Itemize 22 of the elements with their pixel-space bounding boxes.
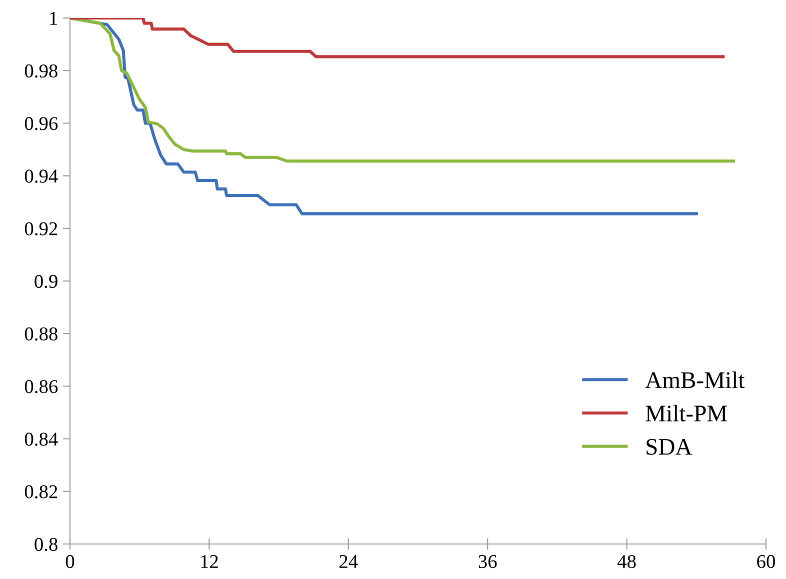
y-tick-label: 0.82 (24, 485, 58, 498)
legend-label: Milt-PM (646, 404, 728, 422)
line-series (70, 18, 736, 163)
y-tick-label: 0.88 (24, 327, 58, 341)
legend-label: SDA (646, 438, 692, 455)
y-tick-label: 0.9 (34, 274, 58, 288)
y-tick-label: 0.94 (24, 170, 58, 183)
y-tick-label: 0.98 (24, 64, 58, 78)
x-tick-label: 48 (617, 554, 636, 568)
x-tick-label: 36 (478, 555, 497, 568)
legend-label: AmB-Milt (645, 371, 745, 388)
y-tick-label: 0.8 (34, 538, 58, 552)
x-tick-label: 60 (757, 554, 775, 568)
x-tick-label: 24 (340, 555, 358, 568)
x-tick-label: 0 (66, 554, 74, 568)
y-tick-label: 0.84 (24, 432, 58, 446)
y-tick-label: 0.86 (24, 380, 58, 394)
y-tick-label: 1 (50, 12, 58, 25)
x-tick-label: 12 (201, 555, 218, 568)
y-tick-label: 0.92 (24, 222, 58, 236)
line-series (70, 18, 725, 58)
y-tick-label: 0.96 (24, 117, 58, 130)
